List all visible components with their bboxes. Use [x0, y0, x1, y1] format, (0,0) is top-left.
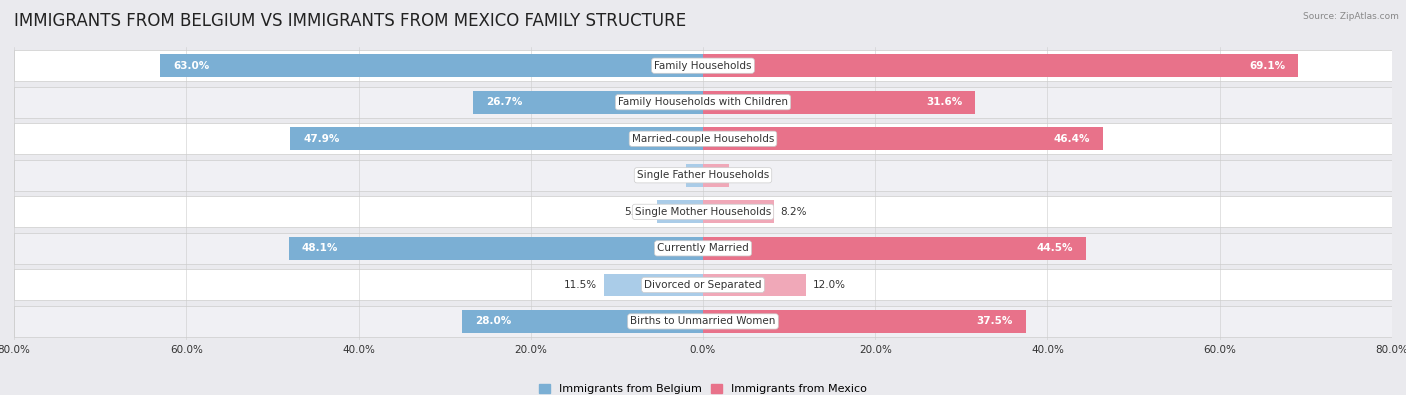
- Text: Source: ZipAtlas.com: Source: ZipAtlas.com: [1303, 12, 1399, 21]
- Bar: [703, 164, 728, 186]
- Text: 31.6%: 31.6%: [927, 97, 962, 107]
- Bar: [703, 55, 1298, 77]
- Bar: [14, 123, 1392, 154]
- Text: Single Mother Households: Single Mother Households: [636, 207, 770, 217]
- Bar: [686, 164, 703, 186]
- Bar: [14, 196, 1392, 228]
- Text: 3.0%: 3.0%: [735, 170, 762, 180]
- Text: 8.2%: 8.2%: [780, 207, 807, 217]
- Text: 46.4%: 46.4%: [1053, 134, 1090, 144]
- Bar: [703, 91, 976, 113]
- Text: 37.5%: 37.5%: [977, 316, 1012, 326]
- Bar: [658, 201, 703, 223]
- Text: 44.5%: 44.5%: [1036, 243, 1073, 253]
- Text: 11.5%: 11.5%: [564, 280, 598, 290]
- Text: Married-couple Households: Married-couple Households: [631, 134, 775, 144]
- Bar: [703, 237, 1087, 260]
- Text: 47.9%: 47.9%: [304, 134, 340, 144]
- Bar: [461, 310, 703, 333]
- Bar: [14, 306, 1392, 337]
- Text: 28.0%: 28.0%: [475, 316, 510, 326]
- Text: IMMIGRANTS FROM BELGIUM VS IMMIGRANTS FROM MEXICO FAMILY STRUCTURE: IMMIGRANTS FROM BELGIUM VS IMMIGRANTS FR…: [14, 12, 686, 30]
- Text: Family Households with Children: Family Households with Children: [619, 97, 787, 107]
- Bar: [14, 87, 1392, 118]
- Text: Single Father Households: Single Father Households: [637, 170, 769, 180]
- Bar: [703, 274, 807, 296]
- Bar: [288, 237, 703, 260]
- Bar: [14, 160, 1392, 191]
- Text: 12.0%: 12.0%: [813, 280, 846, 290]
- Bar: [605, 274, 703, 296]
- Text: 26.7%: 26.7%: [486, 97, 523, 107]
- Bar: [703, 310, 1026, 333]
- Bar: [472, 91, 703, 113]
- Bar: [703, 128, 1102, 150]
- Text: Divorced or Separated: Divorced or Separated: [644, 280, 762, 290]
- Text: Births to Unmarried Women: Births to Unmarried Women: [630, 316, 776, 326]
- Text: 63.0%: 63.0%: [173, 61, 209, 71]
- Bar: [703, 201, 773, 223]
- Bar: [291, 128, 703, 150]
- Text: 5.3%: 5.3%: [624, 207, 651, 217]
- Legend: Immigrants from Belgium, Immigrants from Mexico: Immigrants from Belgium, Immigrants from…: [534, 379, 872, 395]
- Text: 69.1%: 69.1%: [1249, 61, 1285, 71]
- Text: Family Households: Family Households: [654, 61, 752, 71]
- Bar: [160, 55, 703, 77]
- Text: 48.1%: 48.1%: [302, 243, 337, 253]
- Text: 2.0%: 2.0%: [652, 170, 679, 180]
- Bar: [14, 233, 1392, 264]
- Bar: [14, 50, 1392, 81]
- Bar: [14, 269, 1392, 301]
- Text: Currently Married: Currently Married: [657, 243, 749, 253]
